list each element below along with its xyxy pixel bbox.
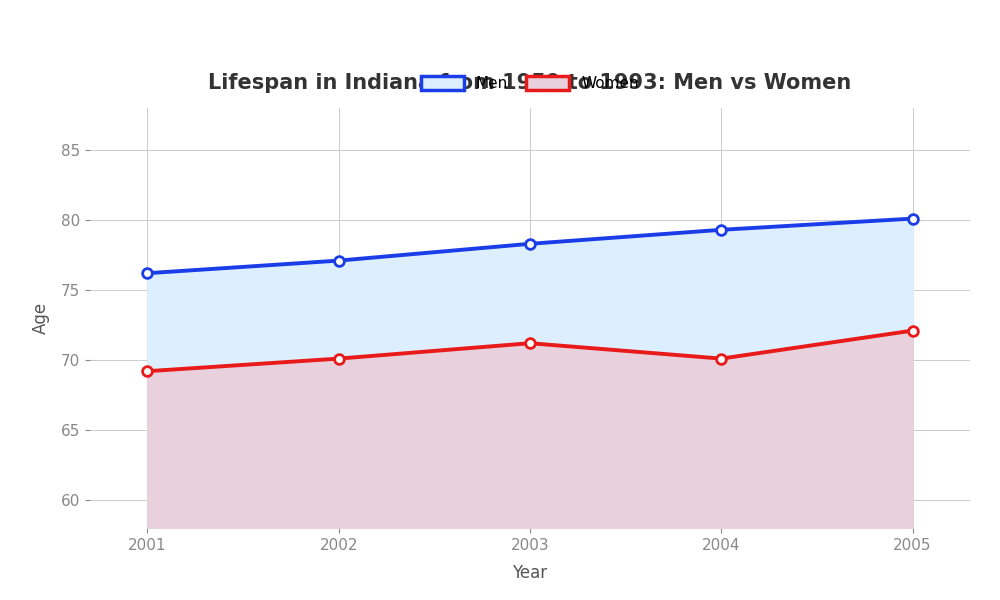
X-axis label: Year: Year [512,564,548,582]
Y-axis label: Age: Age [32,302,50,334]
Legend: Men, Women: Men, Women [415,70,645,97]
Title: Lifespan in Indiana from 1959 to 1993: Men vs Women: Lifespan in Indiana from 1959 to 1993: M… [208,73,852,92]
